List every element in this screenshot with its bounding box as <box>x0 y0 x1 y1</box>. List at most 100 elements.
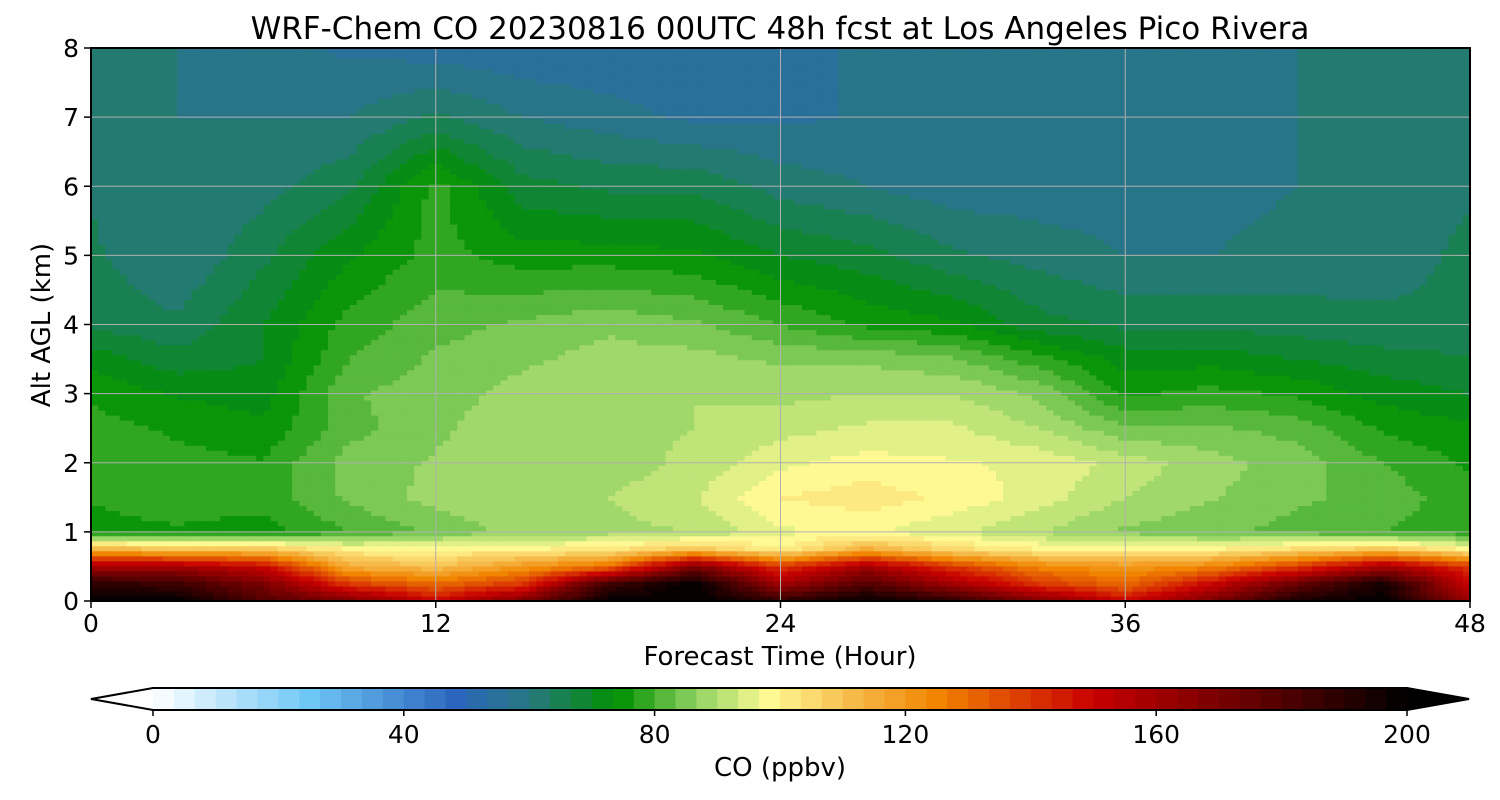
heatmap-cell <box>845 576 853 582</box>
heatmap-cell <box>608 591 616 597</box>
heatmap-cell <box>910 591 918 597</box>
heatmap-cell <box>989 576 997 582</box>
heatmap-cell <box>1118 556 1126 562</box>
heatmap-cell <box>1348 556 1356 562</box>
heatmap-cell <box>1398 561 1406 567</box>
heatmap-cell <box>378 566 386 572</box>
heatmap-cell <box>723 561 731 567</box>
heatmap-cell <box>687 566 695 572</box>
heatmap-cell <box>1319 551 1327 557</box>
heatmap-cell <box>177 561 185 567</box>
heatmap-cell <box>271 551 279 557</box>
heatmap-cell <box>536 561 544 567</box>
heatmap-cell <box>601 556 609 562</box>
heatmap-cell <box>148 581 156 587</box>
heatmap-cell <box>429 586 437 592</box>
heatmap-cell <box>1369 566 1377 572</box>
heatmap-cell <box>716 571 724 577</box>
heatmap-cell <box>1226 581 1234 587</box>
heatmap-cell <box>594 576 602 582</box>
heatmap-cell <box>479 591 487 597</box>
heatmap-cell <box>1161 581 1169 587</box>
heatmap-cell <box>371 586 379 592</box>
heatmap-cell <box>687 551 695 557</box>
heatmap-cell <box>400 571 408 577</box>
heatmap-cell <box>802 566 810 572</box>
heatmap-cell <box>350 591 358 597</box>
heatmap-cell <box>105 591 113 597</box>
heatmap-cell <box>1276 551 1284 557</box>
heatmap-cell <box>350 551 358 557</box>
heatmap-cell <box>199 546 207 552</box>
heatmap-cell <box>558 566 566 572</box>
heatmap-cell <box>306 546 314 552</box>
heatmap-cell <box>328 556 336 562</box>
heatmap-cell <box>1068 591 1076 597</box>
heatmap-cell <box>170 576 178 582</box>
heatmap-cell <box>543 561 551 567</box>
heatmap-cell <box>608 576 616 582</box>
heatmap-cell <box>939 576 947 582</box>
heatmap-cell <box>177 571 185 577</box>
heatmap-cell <box>608 566 616 572</box>
heatmap-cell <box>1082 586 1090 592</box>
heatmap-cell <box>1262 556 1270 562</box>
heatmap-cell <box>788 566 796 572</box>
heatmap-cell <box>364 566 372 572</box>
heatmap-cell <box>1168 576 1176 582</box>
heatmap-cell <box>328 551 336 557</box>
heatmap-cell <box>1211 556 1219 562</box>
heatmap-cell <box>1089 581 1097 587</box>
heatmap-cell <box>1003 571 1011 577</box>
heatmap-cell <box>457 561 465 567</box>
heatmap-cell <box>385 581 393 587</box>
heatmap-cell <box>974 571 982 577</box>
heatmap-cell <box>860 581 868 587</box>
heatmap-cell <box>795 551 803 557</box>
heatmap-cell <box>1341 591 1349 597</box>
heatmap-cell <box>1377 586 1385 592</box>
heatmap-cell <box>1118 576 1126 582</box>
heatmap-cell <box>924 556 932 562</box>
heatmap-cell <box>737 571 745 577</box>
heatmap-cell <box>500 556 508 562</box>
heatmap-cell <box>1298 571 1306 577</box>
heatmap-cell <box>831 591 839 597</box>
heatmap-cell <box>393 561 401 567</box>
heatmap-cell <box>622 576 630 582</box>
heatmap-cell <box>1262 586 1270 592</box>
heatmap-cell <box>1362 591 1370 597</box>
heatmap-cell <box>263 571 271 577</box>
heatmap-cell <box>1075 586 1083 592</box>
heatmap-cell <box>177 581 185 587</box>
heatmap-cell <box>1255 561 1263 567</box>
heatmap-cell <box>199 581 207 587</box>
heatmap-cell <box>996 586 1004 592</box>
heatmap-cell <box>385 551 393 557</box>
heatmap-cell <box>601 566 609 572</box>
heatmap-cell <box>1068 566 1076 572</box>
heatmap-cell <box>227 551 235 557</box>
heatmap-cell <box>666 551 674 557</box>
heatmap-cell <box>105 586 113 592</box>
heatmap-cell <box>350 576 358 582</box>
heatmap-cell <box>701 586 709 592</box>
heatmap-cell <box>342 581 350 587</box>
heatmap-cell <box>105 576 113 582</box>
heatmap-cell <box>256 546 264 552</box>
heatmap-cell <box>1097 551 1105 557</box>
heatmap-cell <box>565 591 573 597</box>
heatmap-cell <box>91 546 99 552</box>
heatmap-cell <box>773 571 781 577</box>
heatmap-cell <box>515 586 523 592</box>
heatmap-cell <box>1039 571 1047 577</box>
heatmap-cell <box>1341 566 1349 572</box>
heatmap-cell <box>759 551 767 557</box>
heatmap-cell <box>1276 556 1284 562</box>
heatmap-cell <box>781 576 789 582</box>
heatmap-cell <box>572 571 580 577</box>
heatmap-cell <box>608 556 616 562</box>
heatmap-cell <box>134 586 142 592</box>
heatmap-cell <box>1369 581 1377 587</box>
heatmap-cell <box>98 546 106 552</box>
